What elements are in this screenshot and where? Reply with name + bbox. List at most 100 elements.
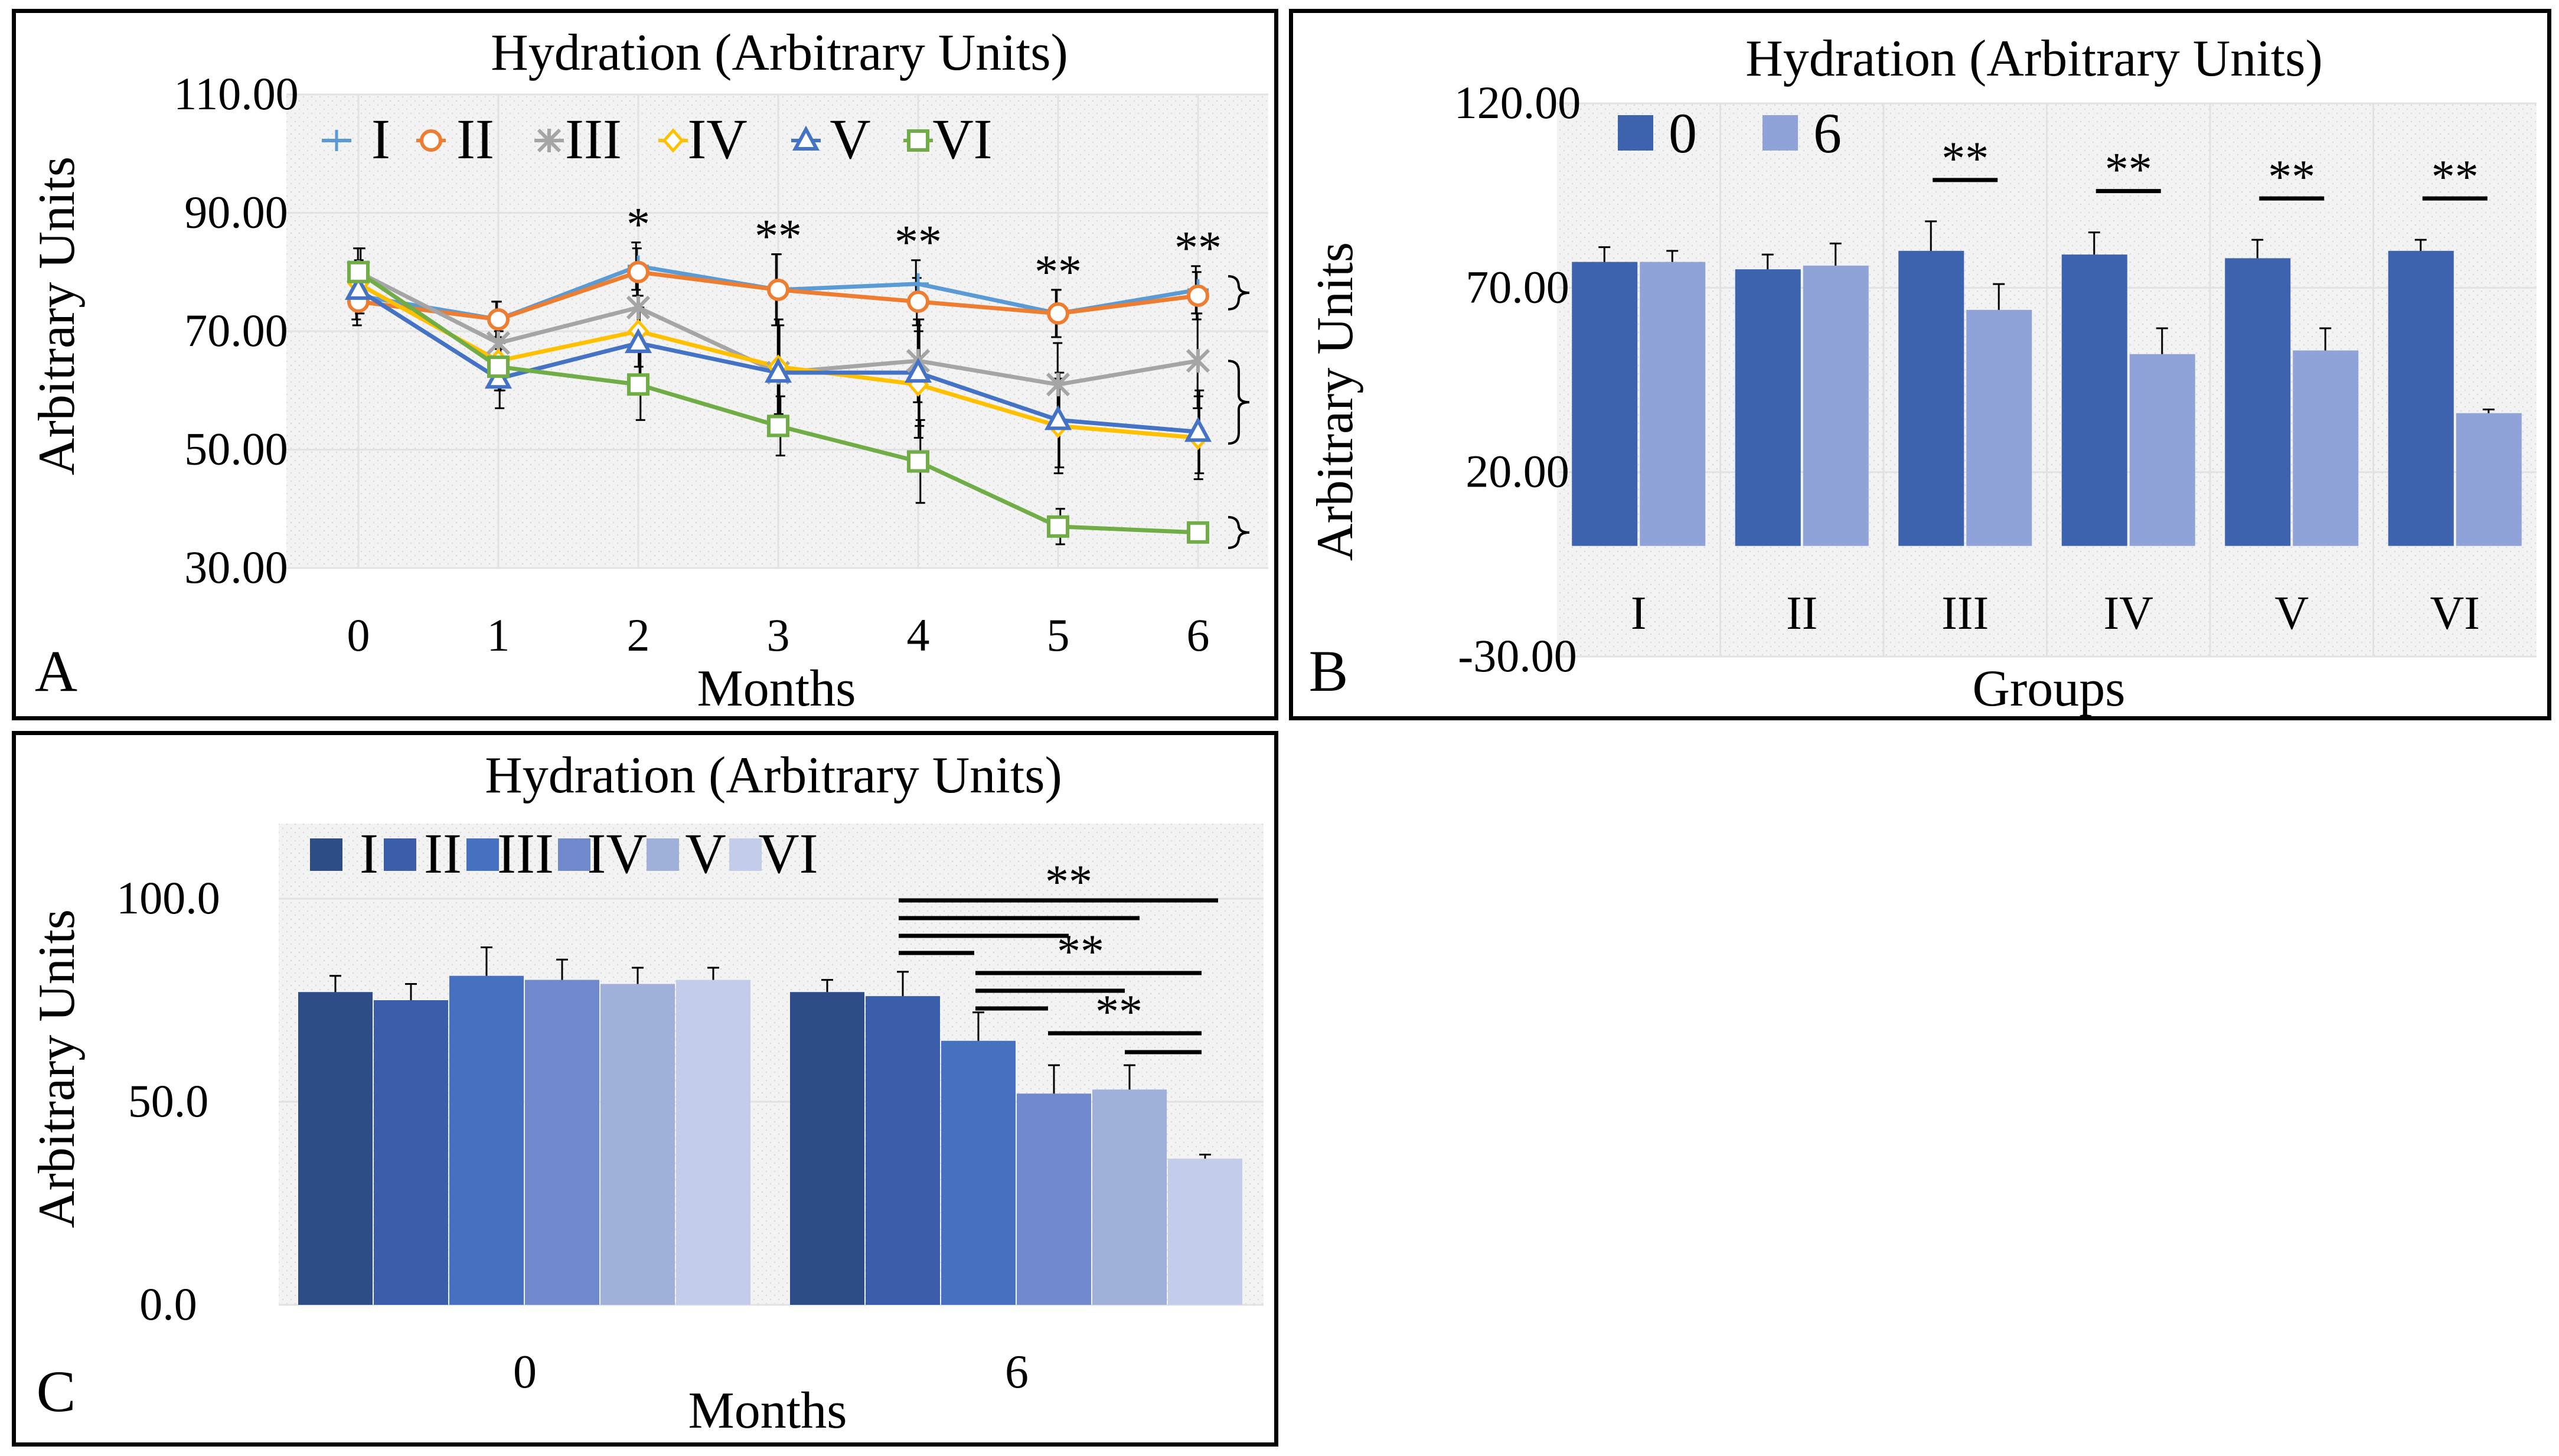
data-point-III: [1046, 373, 1070, 397]
bar-b-6-V: [2293, 350, 2359, 546]
y-tick-label-b: 70.00: [1465, 261, 1569, 312]
data-point-VI: [627, 373, 649, 396]
bar-c-V-month-0: [600, 984, 675, 1305]
bar-c-II-month-0: [374, 1000, 448, 1305]
legend-label-a: IV: [687, 107, 747, 171]
bar-c-I-month-6: [790, 992, 864, 1305]
bar-b-0-I: [1572, 262, 1638, 546]
data-point-VI: [767, 414, 789, 438]
legend-marker-a: [662, 128, 684, 153]
data-point-II: [907, 290, 929, 313]
data-point-VI: [347, 260, 370, 283]
x-axis-label-a: Months: [697, 660, 856, 717]
data-point-II: [1187, 284, 1209, 307]
legend-label-a: III: [565, 107, 622, 171]
legend-marker-a: [537, 128, 562, 153]
bar-b-6-II: [1803, 265, 1869, 546]
legend-label-a: VI: [932, 107, 992, 171]
y-tick-label-a: 90.00: [184, 187, 288, 238]
group-brace-a: [1228, 515, 1250, 549]
significance-marker-c: **: [1095, 986, 1143, 1038]
chart-title-c: Hydration (Arbitrary Units): [485, 747, 1062, 804]
data-point-VI: [1047, 515, 1069, 538]
x-axis-label-c: Months: [688, 1382, 847, 1439]
legend-label-c: VI: [758, 822, 818, 885]
y-tick-label-b: 120.00: [1454, 77, 1581, 128]
x-tick-label-b: V: [2274, 587, 2309, 639]
bar-b-0-IV: [2061, 254, 2127, 546]
data-point-V: [1044, 405, 1072, 430]
x-tick-label-a: 6: [1187, 609, 1210, 661]
legend-swatch-c: [310, 838, 342, 871]
chart-title-a: Hydration (Arbitrary Units): [491, 24, 1068, 81]
data-point-II: [487, 308, 510, 331]
data-point-V: [344, 275, 373, 300]
data-point-VI: [487, 355, 510, 378]
x-tick-label-c: 6: [1005, 1346, 1029, 1398]
legend-marker-a: [420, 129, 442, 152]
y-tick-label-a: 50.00: [184, 423, 288, 475]
y-tick-label-c: 100.0: [116, 872, 220, 923]
bar-c-III-month-0: [449, 975, 524, 1305]
bar-c-I-month-0: [298, 992, 373, 1305]
x-tick-label-a: 3: [767, 609, 790, 661]
x-tick-label-a: 4: [907, 609, 930, 661]
bar-b-0-III: [1898, 250, 1964, 546]
legend-swatch-c: [558, 838, 590, 871]
y-tick-label-a: 70.00: [184, 305, 288, 356]
bar-b-0-V: [2225, 258, 2291, 546]
legend-swatch-b: [1762, 115, 1798, 151]
significance-marker-c: **: [1057, 926, 1104, 978]
y-tick-label-c: 0.0: [139, 1278, 197, 1330]
legend-label-b: 6: [1813, 102, 1842, 165]
legend-swatch-c: [466, 838, 499, 871]
significance-marker-b: **: [1941, 133, 1989, 185]
data-point-V: [1184, 417, 1212, 442]
data-point-V: [764, 357, 792, 383]
legend-label-c: II: [424, 822, 462, 885]
y-tick-label-a: 30.00: [184, 541, 288, 593]
legend-marker-a: [792, 125, 820, 151]
x-axis-label-b: Groups: [1972, 660, 2125, 717]
legend-label-c: V: [685, 822, 726, 885]
significance-marker-b: **: [2431, 151, 2479, 203]
group-brace-a: [1228, 360, 1250, 445]
significance-marker-c: **: [1045, 856, 1092, 908]
legend-label-c: III: [497, 822, 554, 885]
significance-marker-a: **: [755, 211, 802, 263]
significance-marker-a: *: [626, 199, 650, 251]
x-tick-label-b: I: [1631, 587, 1647, 639]
significance-marker-b: **: [2105, 144, 2152, 196]
data-point-II: [767, 278, 789, 301]
y-tick-label-b: -30.00: [1458, 630, 1576, 681]
legend-label-a: I: [371, 107, 390, 171]
bar-c-V-month-6: [1092, 1089, 1167, 1305]
bar-c-IV-month-6: [1017, 1093, 1091, 1305]
y-tick-label-a: 110.00: [174, 68, 299, 119]
legend-swatch-c: [729, 838, 762, 871]
y-axis-label-a: Arbitrary Units: [28, 156, 86, 475]
data-point-V: [624, 328, 652, 354]
bar-b-6-III: [1966, 309, 2032, 546]
legend-swatch-b: [1618, 115, 1653, 151]
data-point-VI: [1187, 521, 1209, 544]
legend-label-c: I: [360, 822, 378, 885]
y-axis-label-b: Arbitrary Units: [1307, 242, 1364, 561]
bar-c-IV-month-0: [525, 980, 599, 1305]
data-point-III: [1186, 349, 1210, 373]
legend-swatch-c: [384, 838, 416, 871]
x-tick-label-a: 0: [347, 609, 370, 661]
y-axis-label-c: Arbitrary Units: [28, 909, 86, 1228]
legend-label-b: 0: [1669, 102, 1697, 165]
bar-c-II-month-6: [866, 996, 940, 1305]
y-tick-label-b: 20.00: [1465, 446, 1569, 497]
data-point-III: [626, 295, 651, 320]
significance-marker-a: **: [1034, 246, 1082, 298]
x-tick-label-b: IV: [2104, 587, 2153, 639]
legend-marker-a: [326, 130, 347, 151]
bar-c-VI-month-6: [1168, 1158, 1242, 1305]
bar-b-6-VI: [2456, 413, 2522, 546]
bar-c-III-month-6: [941, 1040, 1016, 1305]
panel-label-a: A: [35, 638, 77, 704]
